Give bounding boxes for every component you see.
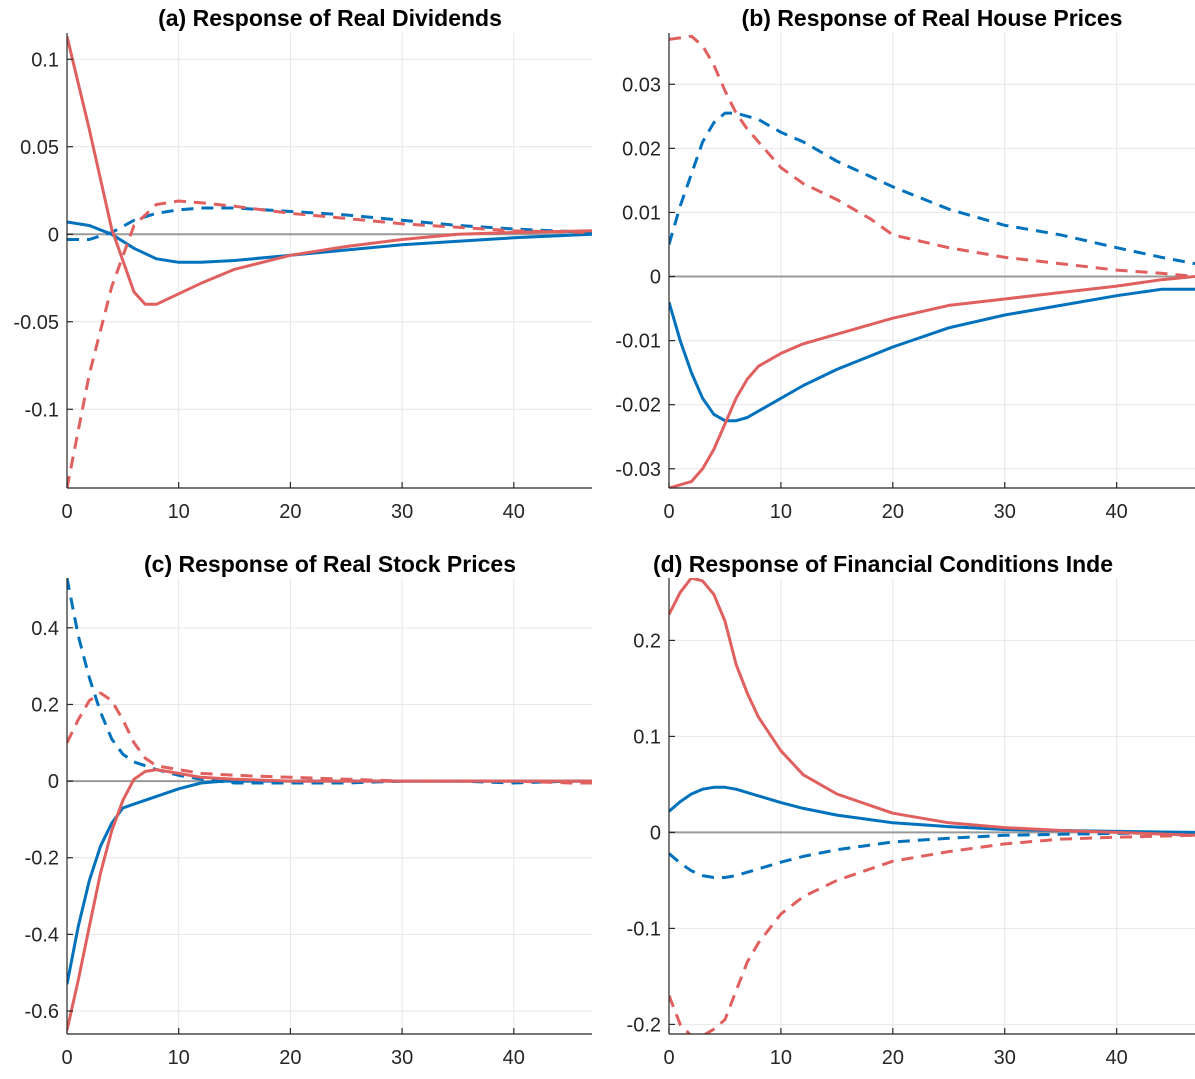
- panel-c-ytick-label-2: 0: [48, 771, 59, 793]
- panel-b: (b) Response of Real House Prices 0 10 20 3…: [615, 5, 1195, 523]
- panel-b-ytick-label-0: 0.03: [622, 74, 661, 96]
- panel-b-xtick-label-3: 30: [994, 501, 1016, 523]
- panel-c-ytick-label-3: -0.2: [25, 848, 59, 870]
- panel-a: (a) Response of Real Dividends 0 10 20 30 40…: [13, 5, 592, 523]
- panel-a-ytick-label-1: 0.05: [20, 137, 59, 159]
- panel-d-ytick-label-4: -0.2: [627, 1014, 661, 1036]
- panel-b-xtick-label-2: 20: [882, 501, 904, 523]
- panel-c-ytick-label-5: -0.6: [25, 1001, 59, 1023]
- panel-b-ytick-label-6: -0.03: [615, 459, 661, 481]
- panel-b-ytick-label-2: 0.01: [622, 202, 661, 224]
- panel-b-series-red-solid: [669, 275, 1195, 488]
- panel-a-xtick-label-1: 10: [168, 501, 190, 523]
- panel-a-series-blue-dashed: [67, 206, 592, 241]
- panel-b-ytick-label-5: -0.02: [615, 395, 661, 417]
- panel-d-ytick-label-0: 0.2: [633, 630, 661, 652]
- panel-c-series-red-dashed: [67, 691, 592, 785]
- panel-d-ytick-label-1: 0.1: [633, 726, 661, 748]
- panel-a-xtick-label-4: 40: [503, 501, 525, 523]
- panel-b-title: (b) Response of Real House Prices: [742, 5, 1123, 31]
- panel-d-xtick-label-0: 0: [663, 1047, 674, 1069]
- panel-a-ytick-label-0: 0.1: [31, 49, 59, 71]
- panel-a-series-red-solid: [67, 36, 592, 306]
- panel-d-series-red-solid: [669, 578, 1195, 837]
- panel-d-series-red-dashed: [669, 833, 1195, 1034]
- panel-c-series-red-solid: [67, 768, 592, 1031]
- panel-b-ytick-label-3: 0: [650, 267, 661, 289]
- panel-a-series-red-dashed: [67, 199, 592, 488]
- panel-d-xtick-label-4: 40: [1106, 1047, 1128, 1069]
- panel-a-xtick-label-0: 0: [61, 501, 72, 523]
- panel-b-ytick-label-4: -0.01: [615, 331, 661, 353]
- panel-d-xtick-label-3: 30: [994, 1047, 1016, 1069]
- panel-d: (d) Response of Financial Conditions Ind…: [627, 551, 1195, 1069]
- panel-d-xtick-label-2: 20: [882, 1047, 904, 1069]
- panel-b-series-red-dashed: [669, 34, 1195, 278]
- panel-b-ytick-label-1: 0.02: [622, 138, 661, 160]
- panel-c-xtick-label-4: 40: [503, 1047, 525, 1069]
- panel-d-ytick-label-3: -0.1: [627, 918, 661, 940]
- panel-a-ytick-label-2: 0: [48, 224, 59, 246]
- panel-a-xtick-label-2: 20: [279, 501, 301, 523]
- panel-b-series-blue-dashed: [669, 111, 1195, 266]
- panel-c-ytick-label-1: 0.2: [31, 694, 59, 716]
- panel-d-series-blue-solid: [669, 785, 1195, 834]
- panel-a-series-blue-solid: [67, 220, 592, 264]
- panel-a-xtick-label-3: 30: [391, 501, 413, 523]
- panel-c-xtick-label-3: 30: [391, 1047, 413, 1069]
- panel-a-ytick-label-4: -0.1: [25, 399, 59, 421]
- panel-a-ytick-label-3: -0.05: [13, 312, 59, 334]
- panel-a-title: (a) Response of Real Dividends: [158, 5, 502, 31]
- panel-c: (c) Response of Real Stock Prices 0 10 20 3…: [25, 551, 592, 1069]
- panel-c-series-blue-dashed: [67, 578, 592, 785]
- panel-b-xtick-label-1: 10: [770, 501, 792, 523]
- panel-d-series-blue-dashed: [669, 830, 1195, 879]
- panel-c-ytick-label-4: -0.4: [25, 924, 59, 946]
- panel-c-xtick-label-2: 20: [279, 1047, 301, 1069]
- panel-c-ytick-label-0: 0.4: [31, 618, 59, 640]
- panel-d-xtick-label-1: 10: [770, 1047, 792, 1069]
- panel-c-xtick-label-1: 10: [168, 1047, 190, 1069]
- panel-b-xtick-label-4: 40: [1106, 501, 1128, 523]
- panel-b-series-blue-solid: [669, 287, 1195, 423]
- panel-d-title: (d) Response of Financial Conditions Ind…: [653, 551, 1113, 577]
- panel-b-xtick-label-0: 0: [663, 501, 674, 523]
- panel-c-series-blue-solid: [67, 779, 592, 985]
- panel-c-title: (c) Response of Real Stock Prices: [144, 551, 516, 577]
- panel-c-xtick-label-0: 0: [61, 1047, 72, 1069]
- panel-d-ytick-label-2: 0: [650, 822, 661, 844]
